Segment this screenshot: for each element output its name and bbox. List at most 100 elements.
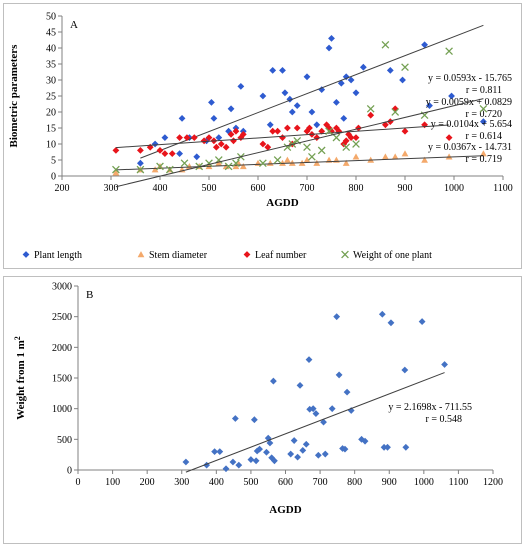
x-tick-label: 800 [347, 477, 362, 488]
data-point [112, 169, 120, 176]
data-point [205, 134, 213, 141]
data-point [178, 115, 186, 122]
data-point [193, 153, 201, 161]
data-point [299, 446, 307, 454]
trend-r-value: r = 0.548 [426, 414, 462, 425]
x-tick-label: 900 [382, 477, 397, 488]
data-point [340, 115, 348, 122]
data-point [222, 465, 230, 473]
data-point [227, 105, 235, 113]
x-tick-label: 700 [300, 183, 315, 194]
series-1 [112, 150, 487, 176]
y-tick-label: 3000 [52, 282, 72, 293]
data-point [359, 63, 367, 71]
data-point [308, 152, 316, 161]
data-point [165, 165, 174, 174]
x-tick-label: 0 [76, 477, 81, 488]
trend-r-value: r = 0.811 [466, 85, 502, 96]
y-axis-title-superscript: 2 [13, 336, 22, 340]
x-tick-label: 300 [174, 477, 189, 488]
data-point [342, 159, 350, 166]
data-point [239, 131, 247, 138]
data-point [325, 127, 333, 136]
data-point [391, 108, 400, 116]
x-tick-label: 800 [349, 183, 364, 194]
data-point [210, 115, 218, 122]
data-point [151, 166, 159, 173]
x-tick-label: 200 [140, 477, 155, 488]
data-point [386, 67, 394, 74]
data-point [441, 361, 448, 368]
data-point [215, 159, 223, 166]
x-axis-title: AGDD [269, 504, 301, 516]
y-axis-title: Weight from 1 m2 [13, 336, 28, 420]
series-0 [137, 24, 487, 167]
data-point [137, 159, 144, 167]
y-tick-label: 0 [51, 172, 56, 183]
legend-marker [243, 251, 251, 258]
data-point [402, 443, 410, 451]
data-point [325, 44, 333, 52]
data-point [208, 99, 215, 106]
data-point [112, 165, 120, 174]
data-point [211, 448, 219, 455]
data-point [168, 150, 176, 157]
data-point [161, 134, 169, 141]
data-point [281, 89, 289, 97]
data-point [313, 121, 321, 129]
data-point [279, 159, 286, 166]
data-point [448, 92, 455, 100]
series-2 [112, 105, 453, 157]
data-point [306, 124, 313, 132]
data-point [266, 121, 274, 129]
data-point [352, 89, 360, 97]
y-tick-label: 25 [46, 92, 56, 103]
data-point [386, 118, 394, 125]
chart-a: 0 5 10 15 20 25 30 35 40 45 50 200 300 400 500 600 700 80… [8, 12, 513, 262]
data-point [294, 453, 302, 461]
data-point [355, 124, 362, 132]
y-tick-label: 2500 [52, 312, 72, 323]
data-point [312, 410, 320, 417]
data-point [335, 371, 343, 379]
trend-equation: y = 0.0593x - 15.765 [428, 73, 512, 84]
x-tick-label: 700 [313, 477, 328, 488]
data-point [137, 147, 144, 154]
data-point [263, 448, 270, 456]
data-point [401, 63, 409, 72]
data-point [320, 418, 327, 426]
data-point [231, 415, 239, 422]
data-point [136, 165, 145, 174]
y-tick-label: 500 [57, 435, 72, 446]
x-tick-label: 100 [105, 477, 120, 488]
data-point [269, 377, 277, 385]
series-0 [182, 310, 448, 473]
data-point [190, 134, 198, 141]
data-point [343, 388, 351, 396]
data-point [303, 127, 311, 135]
data-point [347, 76, 355, 84]
data-point [232, 159, 240, 168]
data-point [273, 156, 282, 164]
legend-label: Weight of one plant [353, 250, 432, 261]
data-point [239, 163, 247, 170]
data-point [264, 143, 272, 151]
data-point [303, 156, 311, 163]
data-point [333, 99, 340, 106]
data-point [288, 108, 296, 116]
data-point [222, 143, 230, 151]
data-point [378, 310, 386, 318]
data-point [290, 437, 298, 444]
trend-equation: y = 2.1698x - 711.55 [388, 402, 472, 413]
y-tick-label: 0 [67, 466, 72, 477]
x-tick-label: 900 [398, 183, 413, 194]
data-point [314, 451, 322, 459]
data-point [180, 159, 189, 168]
data-point [266, 439, 274, 447]
y-tick-label: 50 [46, 12, 56, 23]
y-tick-label: 15 [46, 124, 56, 135]
data-point [387, 319, 395, 327]
x-tick-label: 300 [104, 183, 119, 194]
data-point [176, 134, 183, 141]
data-point [342, 143, 351, 152]
